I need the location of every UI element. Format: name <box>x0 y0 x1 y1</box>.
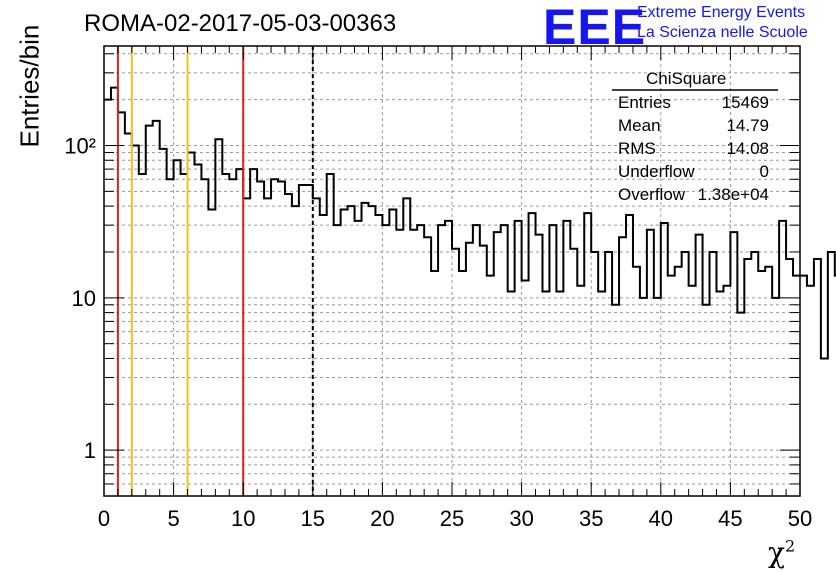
stats-label-entries: Entries <box>618 93 671 112</box>
eee-logo: EEE <box>543 0 647 55</box>
x-tick-label: 20 <box>370 506 394 531</box>
histogram-series <box>104 86 836 360</box>
x-axis-label-sup: 2 <box>784 536 796 556</box>
y-tick-label: 10² <box>64 133 96 158</box>
stats-value-mean: 14.79 <box>726 116 769 135</box>
y-axis-label: Entries/bin <box>14 24 45 148</box>
y-tick-label: 10 <box>72 286 96 311</box>
stats-label-overflow: Overflow <box>618 185 686 204</box>
x-tick-label: 10 <box>231 506 255 531</box>
x-tick-label: 0 <box>98 506 110 531</box>
stats-name: ChiSquare <box>646 69 727 88</box>
x-tick-label: 5 <box>167 506 179 531</box>
chart-title: ROMA-02-2017-05-03-00363 <box>84 10 397 37</box>
stats-value-underflow: 0 <box>759 162 769 181</box>
x-tick-label: 40 <box>649 506 673 531</box>
x-tick-label: 35 <box>579 506 603 531</box>
x-tick-label: 45 <box>718 506 742 531</box>
stats-value-entries: 15469 <box>721 93 769 112</box>
x-tick-label: 30 <box>509 506 533 531</box>
logo-line-2: La Scienza nelle Scuole <box>637 24 808 41</box>
x-tick-label: 25 <box>440 506 464 531</box>
x-tick-label: 15 <box>301 506 325 531</box>
stats-value-rms: 14.08 <box>726 139 769 158</box>
stats-value-overflow: 1.38e+04 <box>697 185 769 204</box>
x-axis-label-base: χ <box>768 536 785 569</box>
x-tick-label: 50 <box>788 506 812 531</box>
y-tick-label: 1 <box>84 438 96 463</box>
stats-label-mean: Mean <box>618 116 661 135</box>
logo-line-1: Extreme Energy Events <box>637 4 806 21</box>
x-axis-label: χ2 <box>768 536 795 569</box>
stats-label-rms: RMS <box>618 139 656 158</box>
stats-label-underflow: Underflow <box>618 162 695 181</box>
